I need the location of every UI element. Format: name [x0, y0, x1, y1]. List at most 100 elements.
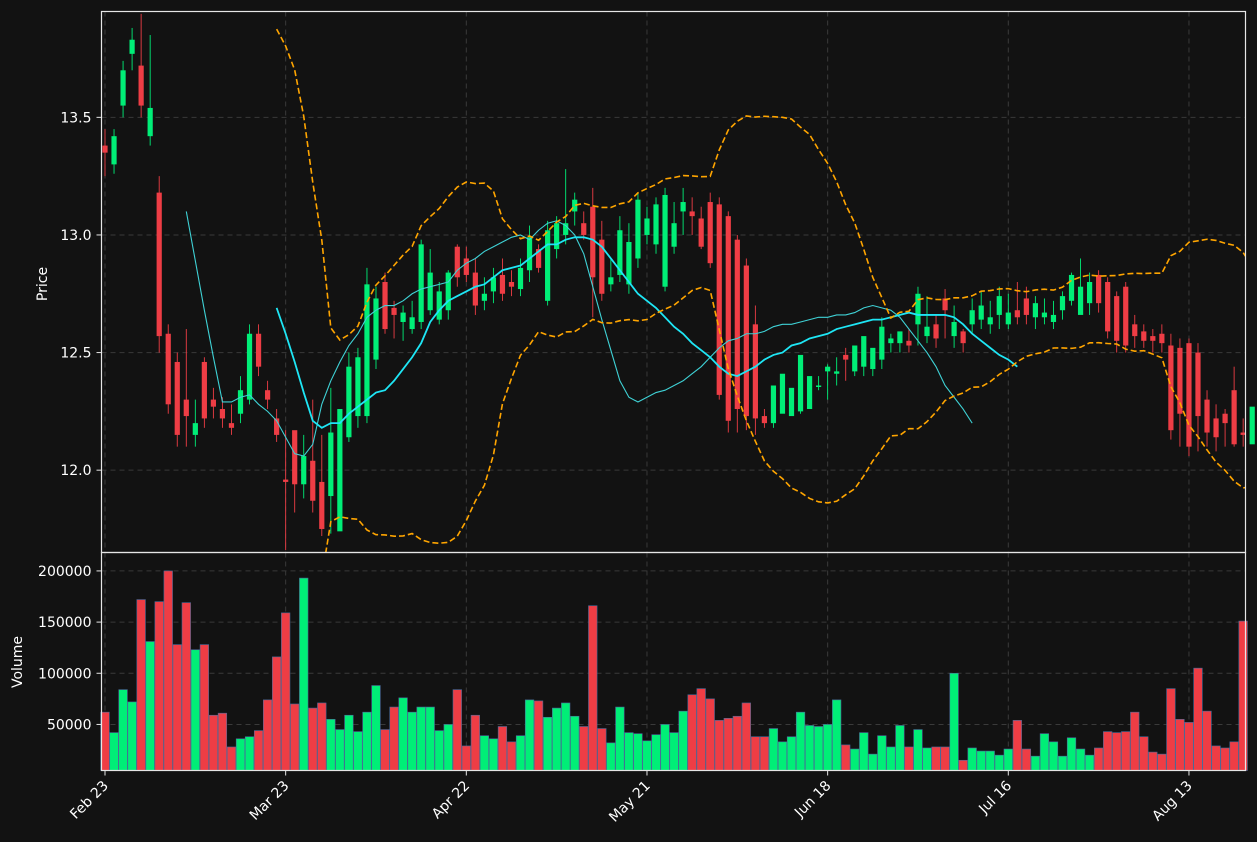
candle-body [608, 277, 614, 285]
volume-bar [1139, 736, 1149, 771]
volume-bar [281, 612, 291, 771]
candle-body [1123, 286, 1129, 346]
candle-body [572, 199, 578, 212]
candle-body [481, 293, 487, 301]
candle-body [1023, 298, 1029, 315]
volume-bar [958, 759, 968, 771]
price-y-tick-label: 12.5 [60, 346, 91, 362]
candle-body [951, 321, 957, 337]
candle-body [725, 216, 731, 421]
candle-body [255, 333, 262, 367]
candle-body [897, 331, 903, 344]
volume-bar [642, 740, 652, 771]
volume-bar [687, 694, 697, 771]
candle-body [1105, 282, 1111, 332]
volume-bar [1057, 755, 1068, 771]
volume-bar [1094, 747, 1104, 771]
volume-bar [443, 724, 453, 771]
volume-bar [741, 702, 751, 771]
candle-body [888, 338, 894, 344]
volume-bar [561, 702, 571, 771]
volume-bar [1193, 667, 1203, 771]
volume-bar [696, 688, 706, 771]
candle-body [228, 423, 235, 428]
candle-body [861, 336, 867, 367]
candle-body [779, 373, 786, 414]
candle-body [517, 267, 524, 290]
volume-bar [389, 706, 399, 771]
candle-body [283, 479, 289, 482]
volume-panel-frame [100, 551, 1247, 772]
candle-body [852, 345, 858, 372]
volume-bar [290, 703, 300, 771]
volume-bar [1003, 748, 1013, 771]
volume-bar [515, 735, 526, 771]
volume-bar [1166, 688, 1176, 771]
candle-body [1150, 336, 1156, 341]
candle-body [499, 274, 506, 294]
candle-body [707, 202, 713, 264]
candle-body [879, 326, 885, 360]
candle-body [391, 307, 397, 315]
volume-bar [1157, 753, 1167, 771]
volume-bar [750, 736, 760, 771]
volume-bar [127, 701, 137, 771]
candle-body [797, 354, 804, 412]
volume-bar [786, 736, 797, 771]
volume-bar [253, 730, 264, 771]
volume-bar [804, 725, 815, 771]
volume-bar [497, 726, 508, 771]
volume-bar [1238, 620, 1248, 771]
candle-body [1068, 274, 1075, 301]
volume-bar [1048, 741, 1059, 771]
candle-body [969, 310, 975, 325]
volume-bar [362, 711, 372, 771]
candle-body [246, 333, 253, 400]
volume-bar [588, 605, 598, 771]
volume-bar [678, 710, 688, 771]
volume-bar [633, 733, 643, 771]
volume-bar [1012, 720, 1022, 771]
price-y-tick-label: 12.0 [60, 463, 91, 479]
volume-bar [109, 732, 119, 771]
candle-body [644, 218, 650, 235]
volume-y-tick-label: 50000 [47, 717, 92, 733]
volume-bar [1021, 748, 1031, 771]
candle-body [581, 223, 587, 235]
volume-bar [624, 732, 634, 771]
volume-bar [163, 570, 173, 771]
candle-body [806, 376, 813, 410]
candle-body [1195, 352, 1201, 417]
candle-body [545, 230, 551, 301]
volume-bar [651, 734, 661, 771]
candle-body [526, 237, 533, 271]
volume-bar [850, 748, 860, 771]
candle-body [734, 239, 740, 410]
volume-bar [705, 698, 715, 771]
volume-bar [814, 726, 824, 771]
candle-body [996, 296, 1002, 315]
candle-body [337, 409, 343, 532]
volume-bar [1211, 745, 1221, 771]
volume-y-tick-label: 100000 [38, 666, 91, 682]
candle-body [1050, 314, 1057, 322]
candle-body [156, 192, 162, 337]
volume-bar [1112, 732, 1122, 771]
volume-bar [235, 738, 246, 771]
candle-body [120, 70, 126, 106]
volume-bar [118, 689, 128, 771]
volume-bar [524, 699, 535, 771]
candle-body [1096, 274, 1102, 304]
candle-body [933, 324, 939, 339]
volume-bar [1039, 733, 1050, 771]
volume-bar [154, 601, 164, 771]
volume-bar [1121, 731, 1131, 771]
candle-body [770, 385, 777, 424]
volume-bar [732, 715, 742, 771]
volume-bar [1075, 748, 1086, 771]
candle-body [328, 432, 334, 497]
candle-body [454, 246, 460, 278]
candle-body [1086, 282, 1093, 304]
volume-bar [886, 746, 896, 771]
candle-body [237, 390, 244, 414]
